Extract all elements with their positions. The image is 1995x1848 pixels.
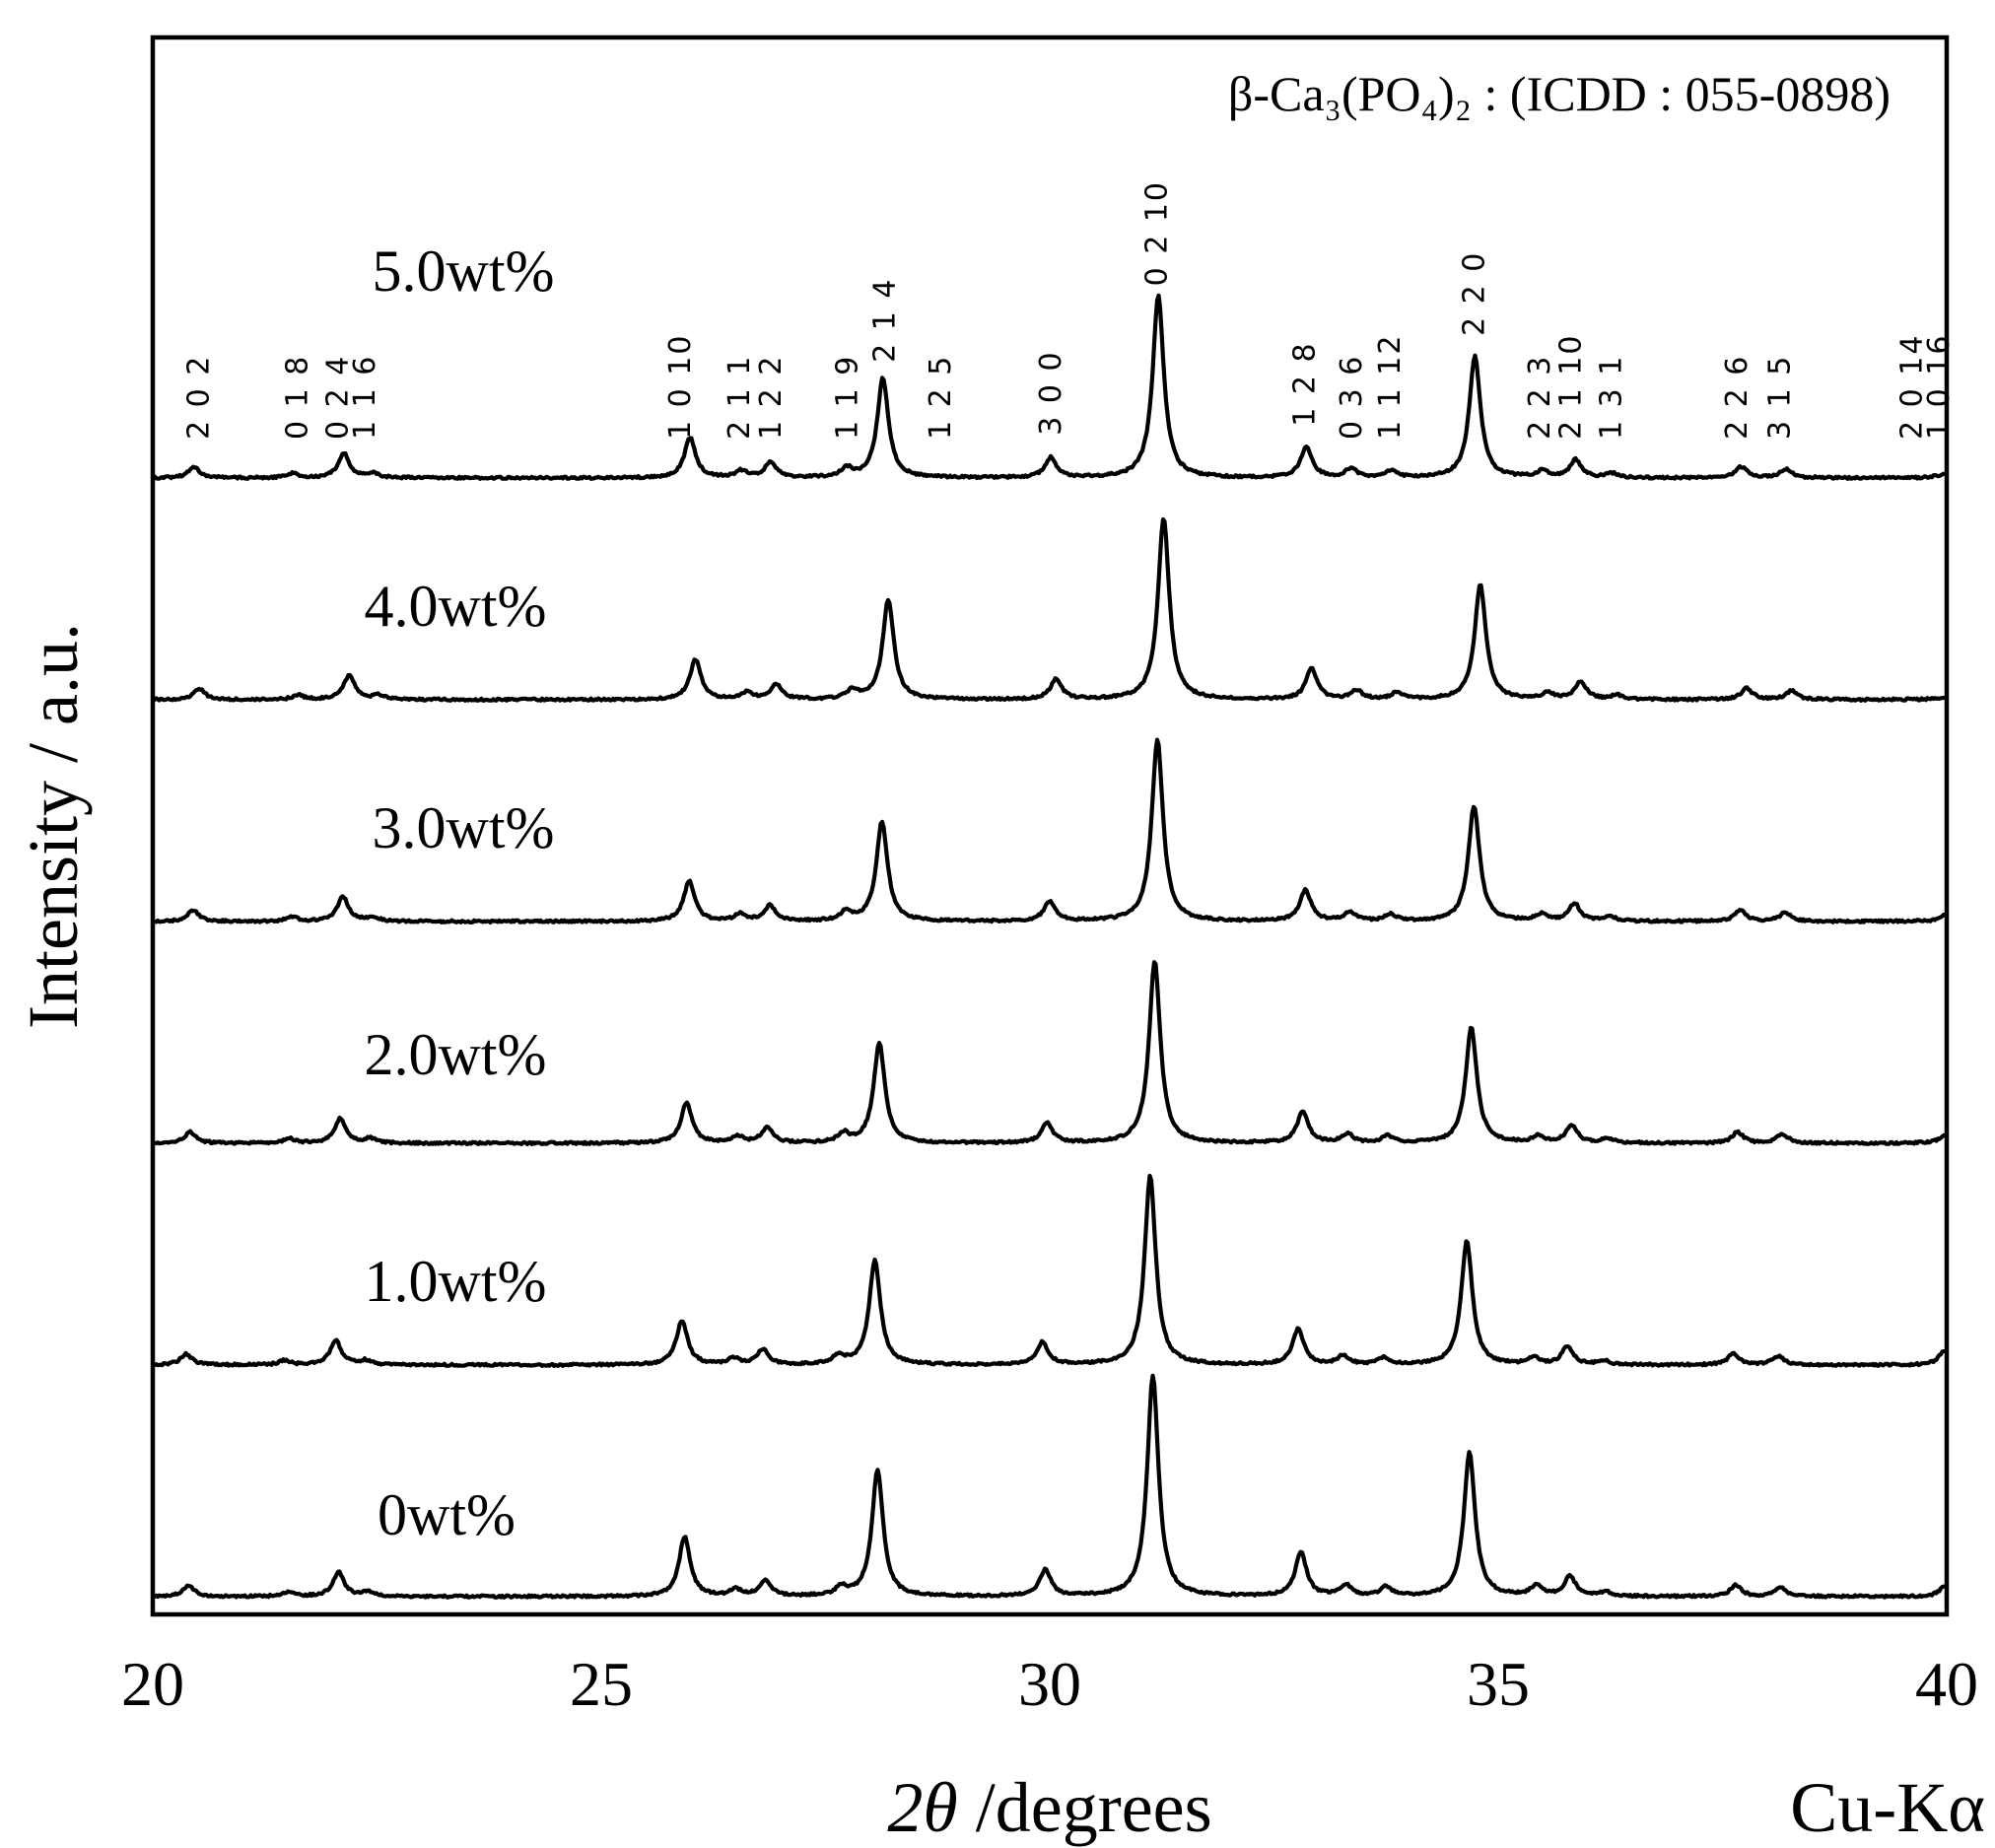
hkl-label: 2 0 14 — [1895, 334, 1930, 440]
series-label: 4.0wt% — [365, 574, 547, 639]
xrd-trace-4 — [152, 1173, 1947, 1368]
hkl-label: 1 2 8 — [1287, 341, 1322, 426]
reference-header: β-Ca₃(PO₄)₂ : (ICDD : 055-0898) — [1228, 66, 1891, 121]
hkl-label: 0 2 10 — [1139, 180, 1174, 286]
series-labels: 5.0wt% 4.0wt% 3.0wt% 2.0wt% 1.0wt% 0wt% — [365, 239, 555, 1547]
hkl-label: 0 2 4 — [321, 355, 356, 440]
plot-frame — [150, 34, 1950, 1617]
series-label: 2.0wt% — [365, 1022, 547, 1087]
hkl-label: 1 3 1 — [1595, 355, 1629, 440]
y-axis-title: Intensity / a.u. — [14, 623, 93, 1029]
hkl-label: 1 0 10 — [663, 334, 698, 440]
hkl-label: 3 0 0 — [1034, 350, 1068, 435]
x-tick-labels: 20 25 30 35 40 — [121, 1649, 1978, 1719]
series-label: 0wt% — [378, 1482, 516, 1547]
x-tick-label: 30 — [1018, 1649, 1081, 1719]
hkl-label: 2 1 1 — [722, 355, 757, 440]
x-tick-label: 25 — [570, 1649, 633, 1719]
hkl-label: 1 0 16 — [1922, 334, 1957, 440]
hkl-label: 0 1 8 — [281, 355, 315, 440]
hkl-label: 2 1 4 — [868, 278, 903, 363]
x-axis-title-symbol: 2θ — [887, 1768, 957, 1847]
x-tick-label: 35 — [1467, 1649, 1530, 1719]
hkl-label: 1 1 12 — [1373, 334, 1408, 440]
hkl-label: 3 1 5 — [1763, 355, 1798, 440]
hkl-label: 2 1 10 — [1554, 334, 1589, 440]
xrd-trace-2 — [152, 737, 1947, 925]
hkl-label: 1 1 6 — [348, 355, 382, 440]
hkl-label: 2 2 0 — [1457, 251, 1491, 336]
series-label: 5.0wt% — [373, 239, 555, 304]
hkl-label: 1 1 9 — [830, 355, 864, 440]
series-label: 1.0wt% — [365, 1249, 547, 1314]
hkl-label: 2 2 6 — [1720, 355, 1754, 440]
x-tick-label: 20 — [121, 1649, 184, 1719]
hkl-label: 1 2 5 — [924, 355, 958, 440]
xrd-trace-3 — [152, 960, 1947, 1147]
x-axis-title: 2θ /degrees — [887, 1768, 1211, 1847]
radiation-label: Cu-Kα — [1790, 1768, 1985, 1847]
xrd-trace-5 — [152, 1373, 1947, 1600]
hkl-label: 1 2 2 — [754, 355, 789, 440]
xrd-traces — [152, 293, 1947, 1600]
hkl-label: 2 0 2 — [181, 355, 216, 440]
xrd-trace-1 — [152, 516, 1947, 703]
x-tick-label: 40 — [1915, 1649, 1978, 1719]
x-axis-title-unit: /degrees — [958, 1768, 1212, 1847]
hkl-label: 0 3 6 — [1335, 355, 1369, 440]
xrd-trace-0 — [152, 293, 1947, 481]
hkl-label: 2 2 3 — [1523, 355, 1557, 440]
series-label: 3.0wt% — [373, 795, 555, 860]
